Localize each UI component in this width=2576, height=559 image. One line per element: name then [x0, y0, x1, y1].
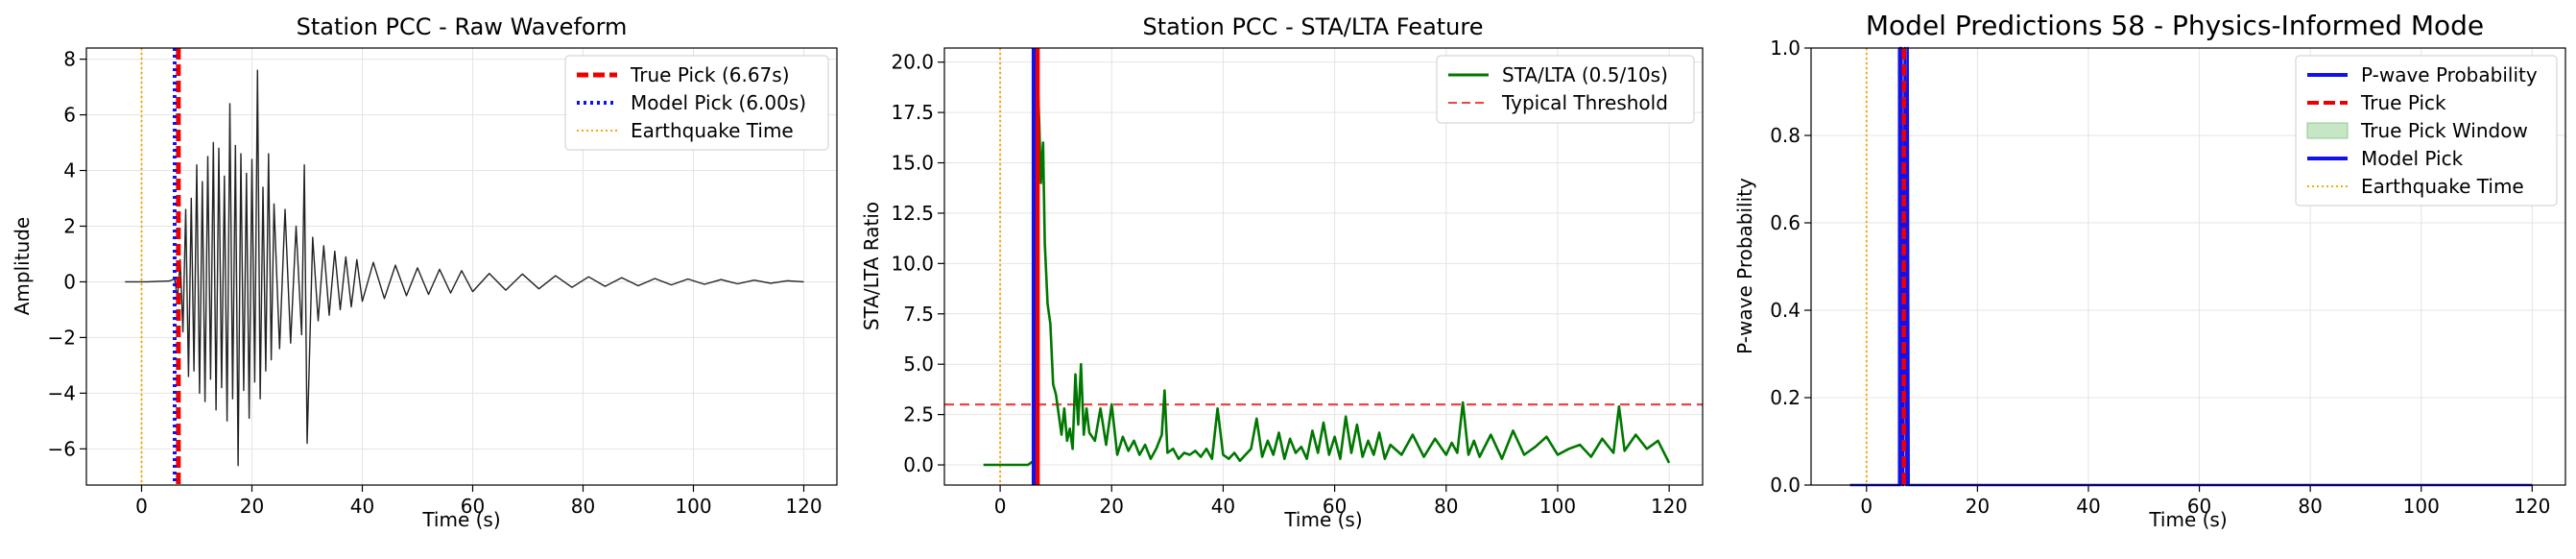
x-tick-label: 60: [1323, 495, 1347, 518]
panel-model-predictions: Model Predictions 58 - Physics-Informed …: [1733, 10, 2566, 531]
y-axis-label: P-wave Probability: [1733, 178, 1756, 354]
y-tick-label: −2: [48, 326, 76, 349]
plot-frame: [1810, 47, 2566, 486]
y-tick-label: 2: [63, 214, 76, 237]
y-tick-label: 7.5: [903, 303, 934, 326]
legend-label-true-pick: True Pick: [2360, 91, 2446, 114]
x-tick-label: 120: [785, 495, 822, 518]
y-tick-label: 0.6: [1770, 211, 1801, 234]
legend-box: [1436, 55, 1695, 124]
x-tick-label: 0: [135, 495, 148, 518]
x-tick-label: 40: [2076, 495, 2100, 518]
x-tick-label: 80: [2298, 495, 2322, 518]
y-tick-label: 10.0: [891, 252, 934, 275]
series-line: [983, 70, 1671, 467]
legend-box: [2295, 55, 2558, 207]
y-tick-label: 20.0: [891, 51, 934, 74]
x-axis-label: Time (s): [2148, 508, 2227, 531]
y-tick-label: −6: [48, 437, 76, 460]
y-axis-label: Amplitude: [11, 217, 34, 316]
sta-lta-line: [944, 48, 1703, 485]
x-tick-label: 60: [2187, 495, 2211, 518]
chart-title: Model Predictions 58 - Physics-Informed …: [1866, 10, 2484, 41]
x-tick-label: 20: [240, 495, 264, 518]
x-tick-label: 20: [1100, 495, 1124, 518]
legend: STA/LTA (0.5/10s) Typical Threshold: [1436, 55, 1695, 124]
waveform-line: [125, 48, 804, 485]
y-tick-label: 17.5: [891, 101, 934, 124]
grid: [944, 48, 1703, 485]
x-tick-label: 20: [1966, 495, 1990, 518]
chart-title: Station PCC - STA/LTA Feature: [1143, 13, 1484, 40]
y-tick-label: 2.5: [903, 403, 934, 426]
x-tick-label: 0: [994, 495, 1007, 518]
panel-raw-waveform: Station PCC - Raw Waveform 0 20 40 60 80 100 1…: [11, 13, 838, 531]
y-tick-label: 0.8: [1770, 124, 1801, 147]
x-tick-label: 0: [1860, 495, 1872, 518]
x-tick-label: 100: [675, 495, 711, 518]
x-axis-label: Time (s): [1283, 508, 1362, 531]
x-ticks: 0 20 40 60 80 100 120: [135, 485, 823, 518]
y-axis-label: STA/LTA Ratio: [860, 202, 883, 330]
y-tick-label: 5.0: [903, 352, 934, 376]
legend-label-model-pick: Model Pick (6.00s): [631, 91, 806, 114]
y-tick-label: 12.5: [891, 202, 934, 225]
y-tick-label: 6: [63, 104, 76, 127]
x-tick-label: 100: [1539, 495, 1576, 518]
legend-label-sta-lta: STA/LTA (0.5/10s): [1502, 63, 1668, 86]
legend-label-model-pick: Model Pick: [2361, 147, 2464, 170]
x-ticks: 0 20 40 60 80 100 120: [1860, 485, 2550, 518]
x-tick-label: 80: [1434, 495, 1458, 518]
y-tick-label: 8: [63, 48, 76, 71]
legend-label-window: True Pick Window: [2360, 119, 2528, 142]
legend: P-wave Probability True Pick True Pick W…: [2295, 55, 2558, 207]
legend-label-probability: P-wave Probability: [2361, 63, 2538, 86]
legend-label-true-pick: True Pick (6.67s): [630, 63, 790, 86]
y-tick-label: 0.4: [1770, 299, 1801, 322]
plot-frame: [85, 47, 838, 486]
y-tick-label: 0.0: [1770, 474, 1801, 497]
y-tick-label: 0: [63, 270, 76, 293]
x-tick-label: 100: [2403, 495, 2440, 518]
x-tick-label: 40: [350, 495, 374, 518]
x-tick-label: 120: [1651, 495, 1687, 518]
legend-label-earthquake: Earthquake Time: [631, 119, 794, 142]
chart-title: Station PCC - Raw Waveform: [297, 13, 628, 40]
y-tick-label: 1.0: [1770, 36, 1801, 60]
x-tick-label: 120: [2514, 495, 2550, 518]
panel-sta-lta: Station PCC - STA/LTA Feature 0 20 40 60 80 1…: [860, 13, 1704, 531]
legend: True Pick (6.67s) Model Pick (6.00s) Ear…: [564, 55, 829, 151]
series-line: [125, 69, 804, 467]
y-tick-label: 4: [63, 159, 76, 182]
x-tick-label: 80: [571, 495, 595, 518]
y-tick-label: 0.2: [1770, 386, 1801, 409]
x-axis-label: Time (s): [421, 508, 500, 531]
y-ticks: 0.0 2.5 5.0 7.5 10.0 12.5 15.0 17.5 20.0: [891, 51, 944, 476]
y-tick-label: 0.0: [903, 453, 934, 476]
y-ticks: 0.0 0.2 0.4 0.6 0.8 1.0: [1770, 36, 1811, 497]
y-tick-label: −4: [48, 381, 76, 404]
legend-box: [564, 55, 829, 151]
y-tick-label: 15.0: [891, 152, 934, 175]
x-tick-label: 40: [1211, 495, 1235, 518]
legend-label-threshold: Typical Threshold: [1501, 91, 1668, 114]
x-ticks: 0 20 40 60 80 100 120: [994, 485, 1687, 518]
plot-frame: [943, 47, 1704, 486]
x-tick-label: 60: [461, 495, 485, 518]
legend-swatch-window: [2306, 122, 2349, 139]
y-ticks: −6 −4 −2 0 2 4 6 8: [48, 48, 86, 460]
legend-label-earthquake: Earthquake Time: [2361, 175, 2524, 198]
